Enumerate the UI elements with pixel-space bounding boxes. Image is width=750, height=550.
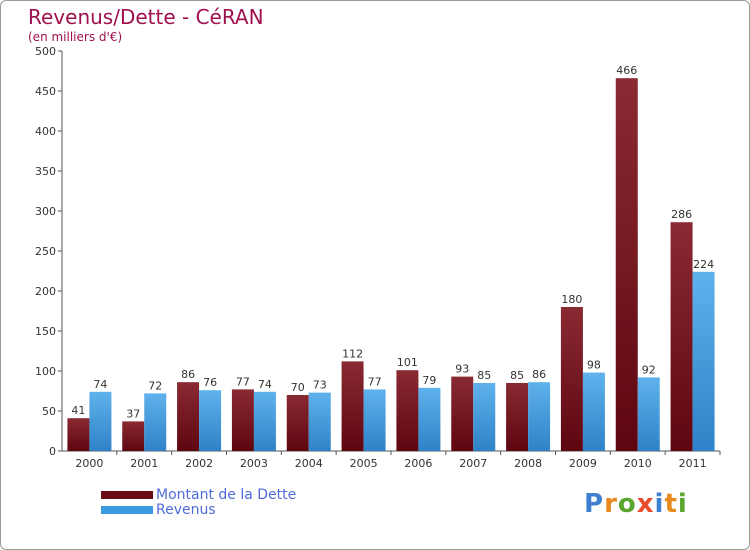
data-label-revenus: 73 [313, 379, 327, 392]
x-tick-label: 2011 [679, 457, 707, 470]
data-label-dette: 77 [236, 375, 250, 388]
chart-title: Revenus/Dette - CéRAN [28, 5, 264, 29]
bar-dette [451, 376, 474, 451]
data-label-dette: 93 [455, 363, 469, 376]
y-tick-label: 450 [35, 85, 56, 98]
bar-dette [286, 395, 309, 451]
bar-revenus [637, 377, 660, 451]
x-tick-label: 2008 [514, 457, 542, 470]
data-label-dette: 70 [291, 381, 305, 394]
bar-dette [231, 389, 254, 451]
data-label-revenus: 224 [693, 258, 714, 271]
y-tick-label: 250 [35, 245, 56, 258]
x-tick-label: 2010 [624, 457, 652, 470]
bar-dette [122, 421, 145, 451]
logo-letter: x [636, 489, 655, 519]
logo-letter: r [604, 489, 618, 519]
data-label-revenus: 72 [148, 379, 162, 392]
data-label-dette: 86 [181, 368, 195, 381]
data-label-dette: 466 [616, 64, 637, 77]
axes: 0 50 100 150 200 250 300 350 400 450 500 2000 2001 20… [35, 45, 721, 470]
x-tick-label: 2009 [569, 457, 597, 470]
x-tick-label: 2001 [130, 457, 158, 470]
legend-swatch-revenus [101, 506, 153, 514]
bar-revenus [144, 393, 167, 451]
bar-revenus [199, 390, 222, 451]
bar-revenus [528, 382, 551, 451]
bar-dette [177, 382, 200, 451]
bar-revenus [418, 387, 441, 451]
data-label-revenus: 79 [422, 374, 436, 387]
legend-label-revenus: Revenus [156, 502, 216, 518]
y-tick-label: 400 [35, 125, 56, 138]
data-label-revenus: 76 [203, 376, 217, 389]
y-tick-label: 50 [42, 405, 56, 418]
bar-revenus [363, 389, 386, 451]
data-label-revenus: 74 [93, 378, 107, 391]
x-tick-label: 2004 [295, 457, 323, 470]
x-tick-label: 2005 [350, 457, 378, 470]
bar-dette [396, 370, 419, 451]
bar-revenus [582, 372, 605, 451]
bar-dette [615, 78, 638, 451]
proxiti-logo: Proxiti [584, 489, 688, 519]
logo-letter: P [584, 489, 605, 519]
data-label-revenus: 86 [532, 368, 546, 381]
bar-revenus [308, 392, 331, 451]
data-label-dette: 37 [126, 407, 140, 420]
logo-letter: i [654, 489, 665, 519]
logo-letter: o [617, 489, 637, 519]
logo-letter: i [677, 489, 688, 519]
y-tick-label: 0 [49, 445, 56, 458]
data-label-dette: 101 [397, 356, 418, 369]
y-tick-label: 100 [35, 365, 56, 378]
data-label-dette: 180 [561, 293, 582, 306]
bar-revenus [692, 271, 715, 451]
bar-dette [670, 222, 693, 451]
bar-dette [560, 307, 583, 451]
bar-revenus [473, 383, 496, 451]
x-tick-label: 2000 [75, 457, 103, 470]
x-tick-label: 2002 [185, 457, 213, 470]
bar-dette [67, 418, 90, 451]
chart-subtitle: (en milliers d'€) [28, 30, 123, 44]
data-label-dette: 112 [342, 347, 363, 360]
data-label-revenus: 92 [642, 363, 656, 376]
bar-dette [341, 361, 364, 451]
data-label-revenus: 98 [587, 359, 601, 372]
data-label-revenus: 85 [477, 369, 491, 382]
x-tick-label: 2006 [404, 457, 432, 470]
legend-label-dette: Montant de la Dette [156, 487, 297, 503]
y-tick-label: 500 [35, 45, 56, 58]
x-tick-label: 2007 [459, 457, 487, 470]
data-label-dette: 41 [71, 404, 85, 417]
y-tick-label: 300 [35, 205, 56, 218]
data-label-revenus: 74 [258, 378, 272, 391]
data-label-revenus: 77 [368, 375, 382, 388]
y-tick-label: 150 [35, 325, 56, 338]
x-tick-label: 2003 [240, 457, 268, 470]
bar-dette [506, 383, 529, 451]
logo-letter: t [664, 489, 678, 519]
y-tick-label: 350 [35, 165, 56, 178]
data-label-dette: 286 [671, 208, 692, 221]
legend-swatch-dette [101, 491, 153, 499]
data-label-dette: 85 [510, 369, 524, 382]
bars: 41 74 37 72 86 76 77 74 70 73 112 77 101 79 93 85 85 86 18… [67, 64, 715, 451]
bar-revenus [89, 391, 112, 451]
bar-revenus [253, 391, 276, 451]
y-tick-label: 200 [35, 285, 56, 298]
